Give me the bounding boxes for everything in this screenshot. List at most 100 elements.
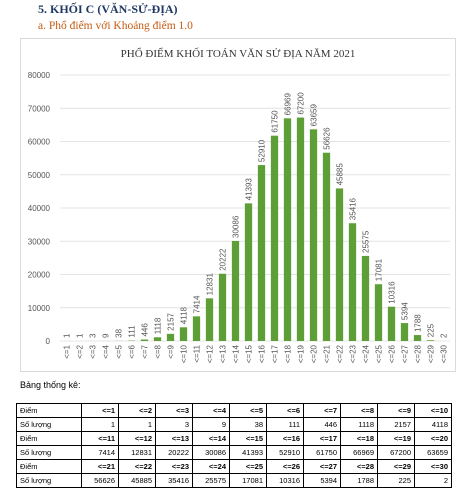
value-label: 5394	[401, 302, 410, 320]
table-cell: <=21	[81, 459, 119, 474]
heading: 5. KHỐI C (VĂN-SỬ-ĐỊA)	[38, 2, 178, 16]
bar	[400, 323, 409, 341]
value-label: 225	[427, 323, 436, 337]
x-tick-label: <=27	[401, 344, 410, 363]
table-cell: <=18	[340, 431, 378, 446]
bar	[231, 240, 240, 341]
x-tick-label: <=1	[63, 344, 72, 358]
value-label: 1	[63, 333, 72, 338]
table-cell: <=17	[303, 431, 341, 446]
table-cell: Điểm	[16, 459, 82, 474]
x-tick-label: <=19	[297, 344, 306, 363]
bar	[270, 135, 279, 341]
table-cell: 35416	[155, 473, 193, 488]
value-label: 4118	[180, 307, 189, 325]
value-label: 25575	[362, 230, 371, 253]
value-label: 17081	[375, 258, 384, 281]
y-tick-label: 20000	[28, 271, 51, 280]
stats-table: Điểm <=1 <=2 <=3 <=4 <=5 <=6 <=7 <=8 <=9 <=10 Số lư…	[16, 403, 452, 488]
value-label: 3	[89, 333, 98, 338]
bar	[140, 339, 149, 341]
chart: PHỔ ĐIỂM KHỐI TOÁN VĂN SỬ ĐỊA NĂM 2021 0…	[20, 38, 456, 372]
table-cell: 20222	[155, 445, 193, 460]
x-tick-label: <=23	[349, 344, 358, 363]
table-cell: 225	[377, 473, 415, 488]
value-label: 38	[115, 328, 124, 337]
value-label: 41393	[245, 178, 254, 201]
table-cell: 30086	[192, 445, 230, 460]
table-cell: 1788	[340, 473, 378, 488]
table-cell: <=7	[303, 403, 341, 418]
bar	[166, 333, 175, 341]
x-tick-label: <=25	[375, 344, 384, 363]
table-cell: 7414	[81, 445, 119, 460]
value-label: 66969	[284, 93, 293, 116]
table-row: Điểm <=1 <=2 <=3 <=4 <=5 <=6 <=7 <=8 <=9 <=10	[16, 403, 452, 418]
table-cell: <=16	[266, 431, 304, 446]
table-cell: 45885	[118, 473, 156, 488]
bar	[413, 335, 422, 341]
table-cell: 446	[303, 417, 341, 432]
value-label: 2157	[167, 312, 176, 330]
bar	[283, 118, 292, 342]
x-tick-label: <=24	[362, 344, 371, 363]
table-cell: <=19	[377, 431, 415, 446]
table-cell: <=28	[340, 459, 378, 474]
value-label: 63659	[310, 104, 319, 127]
bar	[348, 223, 357, 341]
table-cell: <=10	[414, 403, 452, 418]
table-row: Điểm <=11 <=12 <=13 <=14 <=15 <=16 <=17 <=18 <=19…	[16, 431, 452, 446]
x-tick-label: <=3	[89, 344, 98, 358]
table-row: Số lượng 7414 12831 20222 30086 41393 52910 617…	[16, 445, 452, 460]
table-cell: <=27	[303, 459, 341, 474]
value-label: 56626	[323, 127, 332, 150]
value-label: 52910	[258, 139, 267, 162]
table-cell: 38	[229, 417, 267, 432]
table-cell: <=26	[266, 459, 304, 474]
bar	[153, 337, 162, 341]
value-label: 9	[102, 333, 111, 338]
table-cell: <=14	[192, 431, 230, 446]
table-cell: 10316	[266, 473, 304, 488]
y-tick-label: 10000	[28, 304, 51, 313]
table-cell: 1	[118, 417, 156, 432]
value-label: 35416	[349, 197, 358, 220]
x-tick-label: <=11	[193, 344, 202, 362]
x-tick-label: <=7	[141, 344, 150, 358]
table-cell: <=29	[377, 459, 415, 474]
bar	[387, 306, 396, 341]
table-cell: 56626	[81, 473, 119, 488]
table-cell: 9	[192, 417, 230, 432]
subheading: a. Phổ điểm với Khoảng điểm 1.0	[38, 20, 193, 32]
value-label: 45885	[336, 163, 345, 186]
x-tick-label: <=26	[388, 344, 397, 363]
value-label: 67200	[297, 92, 306, 115]
x-tick-label: <=13	[219, 344, 228, 363]
table-cell: <=15	[229, 431, 267, 446]
value-label: 1	[76, 333, 85, 338]
value-label: 61750	[271, 110, 280, 133]
table-cell: 1118	[340, 417, 378, 432]
value-label: 446	[141, 323, 150, 337]
table-cell: 52910	[266, 445, 304, 460]
x-tick-label: <=17	[271, 344, 280, 363]
x-tick-label: <=30	[440, 344, 449, 363]
table-cell: 111	[266, 417, 304, 432]
table-cell: Số lượng	[16, 445, 82, 460]
x-tick-label: <=21	[323, 344, 332, 363]
value-label: 30086	[232, 215, 241, 238]
bar	[218, 273, 227, 341]
table-cell: 17081	[229, 473, 267, 488]
table-caption: Bảng thống kê:	[20, 380, 81, 390]
table-cell: 3	[155, 417, 193, 432]
x-tick-label: <=18	[284, 344, 293, 363]
table-cell: <=11	[81, 431, 119, 446]
table-cell: 63659	[414, 445, 452, 460]
table-cell: 66969	[340, 445, 378, 460]
x-tick-label: <=8	[154, 344, 163, 358]
table-cell: <=8	[340, 403, 378, 418]
table-cell: <=6	[266, 403, 304, 418]
table-cell: 2157	[377, 417, 415, 432]
table-cell: <=22	[118, 459, 156, 474]
